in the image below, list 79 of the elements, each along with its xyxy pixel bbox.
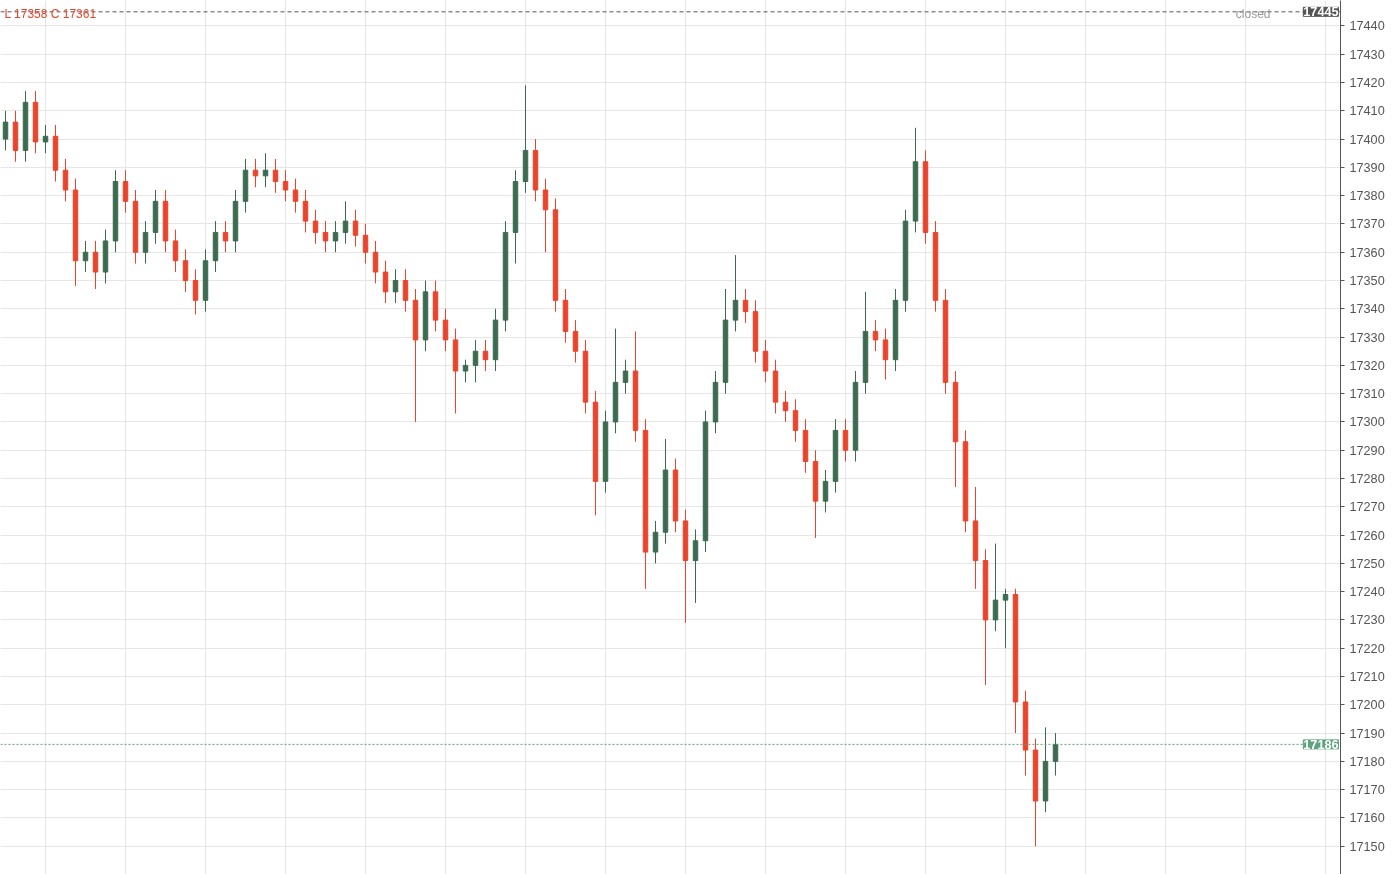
candlestick [652,520,659,564]
y-tick-label: 17260 [1349,528,1385,543]
candlestick [362,223,369,265]
y-tick-label: 17330 [1349,330,1385,345]
y-tick-label: 17310 [1349,387,1385,402]
y-tick-label: 17190 [1349,726,1385,741]
y-tick-label: 17280 [1349,472,1385,487]
y-tick-label: 17270 [1349,500,1385,515]
ref-line-label: 17445 [1303,5,1339,20]
candlestick [472,339,479,383]
candlestick [572,319,579,364]
y-tick-label: 17390 [1349,160,1385,175]
candlestick [182,248,189,293]
candlestick [222,220,229,253]
y-tick-label: 17350 [1349,274,1385,289]
candlestick [882,328,889,381]
candlestick [402,268,409,313]
annotation: closed [1235,6,1271,21]
candlestick [252,158,259,188]
candlestick [462,359,469,383]
candlestick [742,288,749,324]
y-tick-label: 17200 [1349,698,1385,713]
candlestick [782,390,789,423]
y-tick-label: 17400 [1349,132,1385,147]
y-tick-label: 17150 [1349,839,1385,854]
y-tick-label: 17210 [1349,670,1385,685]
candlestick [272,158,279,194]
candlestick [822,469,829,513]
candlestick [2,110,9,151]
y-tick-label: 17160 [1349,811,1385,826]
y-tick-label: 17290 [1349,443,1385,458]
candlestick [992,543,999,632]
candlestick [312,209,319,245]
candlestick [332,220,339,253]
y-tick-label: 17430 [1349,47,1385,62]
candlestick [62,158,69,202]
candlestick [172,229,179,273]
candlestick [1002,588,1009,649]
y-tick-label: 17440 [1349,19,1385,34]
candlestick [322,220,329,253]
y-tick-label: 17420 [1349,76,1385,91]
candlestick [42,124,49,154]
y-tick-label: 17370 [1349,217,1385,232]
candlestick [92,240,99,290]
candlestick [392,268,399,304]
y-tick-label: 17240 [1349,585,1385,600]
y-tick-label: 17230 [1349,613,1385,628]
candlestick [442,308,449,352]
candlestick [692,528,699,604]
annotation: L 17358 C 17361 [4,6,97,21]
y-tick-label: 17250 [1349,556,1385,571]
candlestick [192,268,199,315]
candlestick [762,339,769,383]
y-tick-label: 17340 [1349,302,1385,317]
candlestick [732,254,739,332]
candlestick [842,418,849,463]
y-tick-label: 17380 [1349,189,1385,204]
candlestick [282,169,289,202]
y-tick-label: 17180 [1349,754,1385,769]
y-tick-label: 17360 [1349,245,1385,260]
candlestick [142,220,149,265]
candlestick [622,359,629,395]
candlestick [352,209,359,248]
candlestick [342,200,349,245]
candlestick [262,152,269,188]
y-tick-label: 17170 [1349,783,1385,798]
y-tick-label: 17320 [1349,358,1385,373]
y-tick-label: 17300 [1349,415,1385,430]
candlestick [372,240,379,284]
ref-line-label: 17186 [1303,737,1339,752]
candlestick [792,398,799,443]
candlestick [122,169,129,214]
y-tick-label: 17220 [1349,641,1385,656]
candlestick [872,319,879,352]
candlestick [542,178,549,253]
y-tick-label: 17410 [1349,104,1385,119]
candlestick [382,260,389,304]
candlestick [292,178,299,214]
candlestick [302,189,309,233]
